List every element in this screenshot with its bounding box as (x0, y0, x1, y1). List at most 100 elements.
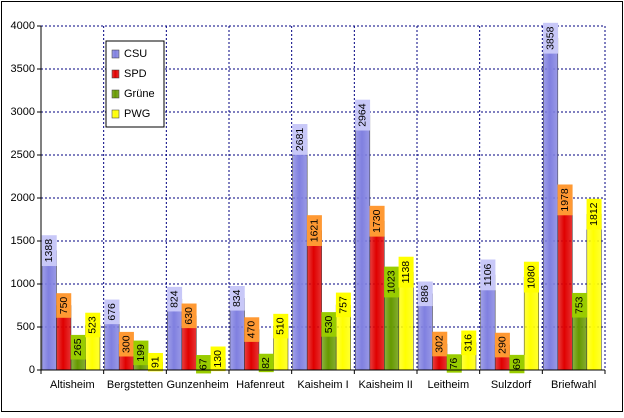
y-tick-label: 1500 (11, 235, 35, 247)
x-tick-label: Hafenreut (236, 379, 284, 391)
x-tick-label: Gunzenheim (166, 379, 228, 391)
data-label-bg (523, 261, 539, 293)
data-label: 290 (496, 336, 508, 354)
x-tick-label: Altisheim (50, 379, 95, 391)
data-label-bg (306, 215, 322, 246)
axes: 0 500 1000 1500 2000 2500 3000 3500 4000 Altishei… (11, 20, 606, 391)
y-tick-label: 2500 (11, 149, 35, 161)
data-label: 76 (448, 357, 460, 369)
y-tick-label: 0 (29, 364, 35, 376)
legend: CSU SPD Grüne PWG (105, 40, 165, 128)
data-label-bg (56, 293, 72, 318)
data-label: 1730 (371, 209, 383, 233)
data-label: 2681 (294, 128, 306, 152)
data-label: 3858 (545, 26, 557, 50)
data-label-bg (586, 198, 602, 230)
y-tick-label: 1000 (11, 278, 35, 290)
legend-swatch (111, 89, 120, 99)
bar-spd-8 (557, 199, 573, 371)
x-tick-label: Sulzdorf (491, 379, 532, 391)
data-label-bg (258, 353, 274, 373)
data-label: 302 (434, 335, 446, 353)
legend-swatch (111, 49, 120, 59)
data-label-bg (335, 292, 351, 318)
data-label: 886 (419, 285, 431, 303)
data-label: 630 (183, 307, 195, 325)
data-label-bg (41, 235, 57, 267)
data-label: 300 (120, 335, 132, 353)
data-label: 82 (260, 357, 272, 369)
data-label-bg (355, 99, 371, 131)
bar-csu-5 (355, 114, 371, 371)
bar-pwg-8 (586, 213, 602, 371)
data-label: 199 (135, 344, 147, 362)
data-label-bg (432, 331, 448, 357)
legend-label: PWG (124, 108, 150, 120)
data-label: 676 (106, 303, 118, 321)
data-label-bg (210, 346, 226, 372)
data-label-bg (118, 331, 134, 357)
data-label-bg (104, 299, 120, 325)
data-label: 1812 (588, 202, 600, 226)
data-label: 316 (463, 334, 475, 352)
data-label: 2964 (357, 103, 369, 127)
data-label-bg (70, 334, 86, 360)
x-tick-label: Kaisheim II (358, 379, 412, 391)
data-label: 1621 (308, 219, 320, 243)
data-label: 265 (72, 338, 84, 356)
y-tick-label: 4000 (11, 20, 35, 32)
data-label-bg (446, 354, 462, 373)
legend-swatch (111, 69, 120, 79)
bar-csu-0 (41, 250, 57, 371)
data-label-bg (509, 354, 525, 374)
legend-swatch (111, 109, 120, 119)
data-label-bg (244, 317, 260, 342)
data-label: 1388 (43, 239, 55, 263)
legend-label: CSU (124, 48, 147, 60)
data-label-bg (494, 332, 510, 358)
data-label-bg (461, 330, 477, 356)
bar-spd-4 (306, 230, 322, 371)
data-label-bg (167, 286, 183, 312)
data-label: 530 (323, 316, 335, 334)
data-label: 1978 (559, 188, 571, 212)
data-label: 1106 (482, 263, 494, 286)
x-tick-label: Briefwahl (551, 379, 596, 391)
data-label: 130 (212, 350, 224, 368)
data-label: 67 (198, 358, 210, 370)
data-label-bg (398, 256, 414, 288)
y-tick-label: 2000 (11, 192, 35, 204)
x-tick-label: Bergstetten (107, 379, 163, 391)
data-label-bg (85, 312, 101, 338)
data-label: 1080 (525, 265, 537, 289)
data-label-bg (133, 340, 149, 366)
data-label: 91 (149, 356, 161, 368)
x-tick-label: Kaisheim I (297, 379, 348, 391)
data-label-bg (196, 355, 212, 374)
data-label-bg (384, 266, 400, 298)
data-label: 753 (574, 296, 586, 314)
data-label-bg (321, 312, 337, 337)
bar-spd-5 (369, 220, 385, 371)
data-label-bg (543, 22, 559, 54)
y-tick-label: 500 (17, 321, 35, 333)
data-label: 834 (231, 289, 243, 307)
data-label: 523 (87, 316, 99, 334)
data-label: 750 (58, 297, 70, 315)
legend-label: Grüne (124, 88, 155, 100)
data-label-bg (480, 259, 496, 291)
data-label-bg (181, 303, 197, 329)
bar-csu-4 (292, 139, 308, 371)
data-label-bg (369, 205, 385, 237)
x-tick-label: Leitheim (428, 379, 470, 391)
y-tick-label: 3500 (11, 63, 35, 75)
data-label: 824 (169, 290, 181, 308)
data-label: 1023 (386, 270, 398, 294)
legend-label: SPD (124, 68, 147, 80)
data-label: 470 (246, 321, 258, 339)
data-label: 69 (511, 358, 523, 370)
data-label-bg (557, 184, 573, 216)
